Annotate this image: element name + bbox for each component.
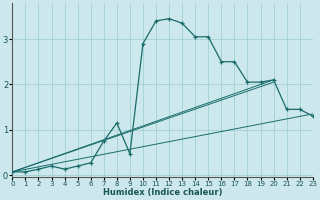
X-axis label: Humidex (Indice chaleur): Humidex (Indice chaleur) [103, 188, 222, 197]
